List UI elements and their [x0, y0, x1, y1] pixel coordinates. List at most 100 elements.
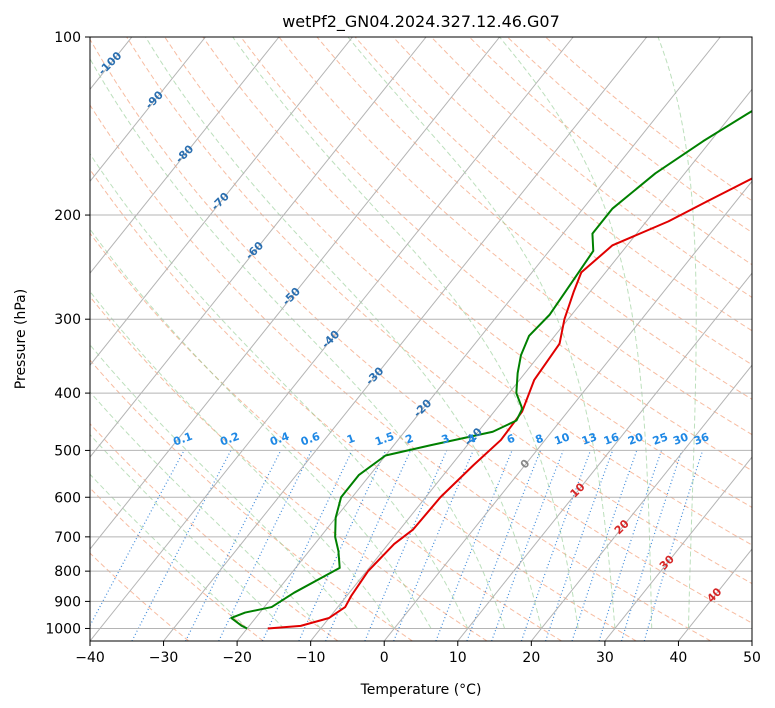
- mixing-ratio-label: 0.2: [218, 430, 241, 449]
- isotherm-line: [90, 37, 206, 183]
- mixing-ratio-line: [435, 450, 513, 641]
- mixing-ratio-label: 0.1: [172, 430, 195, 449]
- x-tick-label: −10: [296, 650, 326, 666]
- y-tick-label: 300: [54, 312, 81, 328]
- chart-title: wetPf2_GN04.2024.327.12.46.G07: [282, 12, 560, 32]
- x-axis-label: Temperature (°C): [360, 682, 482, 698]
- dry-adiabat-line: [202, 37, 752, 508]
- moist-adiabat-line: [90, 290, 395, 629]
- mixing-ratio-line: [545, 450, 614, 641]
- plot-background: [90, 37, 752, 641]
- mixing-ratio-label: 2: [404, 432, 416, 447]
- moist-adiabat-line: [145, 37, 542, 629]
- dry-adiabat-line: [392, 37, 752, 332]
- profile-line: [267, 177, 752, 630]
- mixing-ratio-line: [620, 450, 683, 641]
- axes: −40 −30 −20 −10 0 10 20 30 40 50 1000 900 800 700 600 5…: [45, 30, 761, 666]
- dry-adiabat-line: [240, 37, 752, 472]
- mixing-ratio-label: 16: [602, 430, 621, 448]
- profile-line: [230, 109, 752, 630]
- isotherm-line: [236, 37, 721, 641]
- mixing-ratio-label: 25: [651, 430, 670, 447]
- mixing-ratio-line: [598, 450, 663, 641]
- mixing-ratio-line: [364, 450, 448, 641]
- isotherm-line: [604, 456, 752, 641]
- moist-adiabat-line: [90, 228, 432, 629]
- mixing-ratio-label: 13: [580, 430, 599, 447]
- mixing-ratio-label: 1: [345, 432, 357, 447]
- y-tick-label: 1000: [45, 621, 81, 637]
- isotherm-line: [0, 37, 58, 641]
- isotherm-line: [457, 272, 752, 641]
- moist-adiabat-line: [347, 37, 616, 629]
- isotherm-line: [383, 180, 752, 641]
- isotherm-line: [90, 37, 280, 275]
- mixing-ratio-line: [325, 450, 412, 641]
- mixing-ratio-line: [90, 450, 185, 627]
- moist-adiabat-line: [657, 37, 697, 629]
- plot-area: -100-90-80-70-60-50-40-30-20-10010203040…: [0, 37, 752, 641]
- mixing-ratio-label: 3: [440, 432, 452, 447]
- moist-adiabat-line: [232, 37, 579, 629]
- y-tick-label: 100: [54, 30, 81, 46]
- y-tick-label: 500: [54, 443, 81, 459]
- mixing-ratio-label: 10: [553, 430, 572, 448]
- x-tick-label: 10: [449, 650, 467, 666]
- mixing-ratio-label: 1.5: [373, 430, 396, 449]
- x-tick-label: 0: [380, 650, 389, 666]
- y-axis-label: Pressure (hPa): [13, 289, 29, 389]
- isotherm-line: [90, 37, 427, 458]
- y-tick-label: 600: [54, 490, 81, 506]
- x-tick-label: 50: [743, 650, 761, 666]
- dry-adiabat-line: [90, 295, 488, 641]
- mixing-ratio-label: 0.6: [299, 430, 322, 449]
- dry-adiabat-line: [164, 37, 752, 546]
- x-tick-label: 20: [522, 650, 540, 666]
- mixing-ratio-line: [466, 450, 542, 641]
- moist-adiabat-line: [90, 391, 322, 629]
- dry-adiabat-line: [90, 168, 637, 641]
- isotherm-line: [751, 640, 752, 641]
- dry-adiabat-line: [354, 37, 752, 366]
- y-tick-label: 400: [54, 386, 81, 402]
- plot-frame: [89, 36, 753, 642]
- mixing-ratio-label: 30: [671, 430, 690, 448]
- x-tick-label: −40: [75, 650, 105, 666]
- moist-adiabat-line: [90, 57, 506, 629]
- y-tick-label: 900: [54, 594, 81, 610]
- isotherm-line: [90, 37, 574, 641]
- moist-adiabat-line: [90, 473, 248, 629]
- dry-adiabat-line: [278, 37, 752, 436]
- dry-adiabat-line: [90, 104, 712, 641]
- x-tick-label: −30: [149, 650, 179, 666]
- dry-adiabat-line: [90, 38, 752, 624]
- isotherm-line: [310, 88, 752, 641]
- mixing-ratio-line: [131, 450, 232, 641]
- y-tick-label: 800: [54, 564, 81, 580]
- mixing-ratio-label: 8: [534, 432, 546, 447]
- x-tick-label: 40: [670, 650, 688, 666]
- isotherm-line: [163, 37, 648, 641]
- mixing-ratio-label: 20: [626, 430, 645, 448]
- mixing-ratio-line: [520, 450, 592, 641]
- mixing-ratio-line: [298, 450, 387, 641]
- mixing-ratio-label: 6: [505, 432, 517, 447]
- moist-adiabat-line: [90, 344, 358, 629]
- mixing-ratio-label: 4: [466, 432, 478, 447]
- mixing-ratio-line: [185, 450, 282, 641]
- x-tick-label: −20: [222, 650, 252, 666]
- mixing-ratio-label: 0.4: [268, 430, 291, 449]
- moist-adiabat-line: [499, 37, 653, 629]
- moist-adiabat-line: [90, 152, 469, 629]
- y-tick-label: 700: [54, 530, 81, 546]
- x-tick-label: 30: [596, 650, 614, 666]
- dry-adiabat-line: [90, 552, 190, 641]
- isotherm-line: [90, 37, 501, 550]
- mixing-ratio-label: 36: [692, 430, 711, 448]
- dry-adiabat-line: [90, 423, 339, 641]
- y-tick-label: 200: [54, 208, 81, 224]
- dry-adiabat-line: [90, 487, 264, 641]
- mixing-ratio-line: [491, 450, 564, 641]
- mixing-ratio-line: [571, 450, 638, 641]
